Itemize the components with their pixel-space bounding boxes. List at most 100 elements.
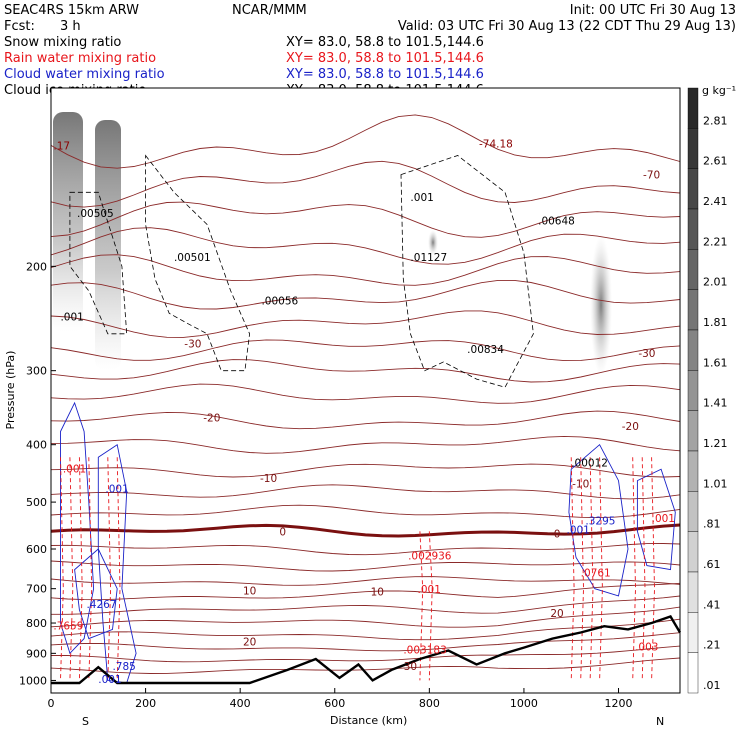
snow-shading	[53, 112, 612, 375]
plume-east	[590, 235, 612, 375]
y-tick-label-1: 300	[26, 365, 47, 378]
x-tick-label-1: 200	[135, 697, 156, 710]
temperature-label-6: -10	[572, 478, 589, 490]
south-endpoint: S	[82, 715, 89, 728]
cloud-water-contour-4	[636, 468, 676, 571]
isotherm-3	[50, 227, 681, 265]
annotations: .17 -74.18 .00505 .00501 .001 .00056 .001 .0112…	[53, 138, 675, 686]
cloud-water-contour-1	[97, 443, 137, 684]
colorbar-swatch-4	[687, 249, 699, 290]
y-tick-label-5: 700	[26, 583, 47, 596]
isotherm-12	[50, 463, 681, 478]
rain-contour-14	[651, 457, 655, 681]
temperature-label-2: -30	[638, 348, 655, 360]
temperature-labels: -70 -30 -30 -20 -20 -10 -10 0 0 10 10 20 20 30	[184, 170, 660, 673]
colorbar-swatch-8	[687, 410, 699, 452]
colorbar-swatch-3	[687, 208, 699, 250]
temperature-label-9: 10	[243, 586, 256, 598]
annotation-12: .001	[105, 484, 128, 496]
colorbar-label-1: 2.61	[703, 155, 728, 168]
rain-contour-8	[570, 457, 575, 681]
isotherm-6	[50, 310, 681, 338]
colorbar-swatch-1	[687, 128, 699, 169]
terrain	[51, 615, 682, 685]
colorbar-swatch-6	[687, 329, 699, 371]
annotation-10: .00012	[571, 457, 608, 469]
colorbar-swatch-7	[687, 370, 699, 411]
rain-contour-1	[69, 457, 74, 681]
annotation-14: .001	[566, 525, 589, 537]
colorbar-label-8: 1.21	[703, 437, 728, 450]
colorbar-label-5: 1.81	[703, 316, 728, 329]
temperature-label-11: 20	[243, 637, 256, 649]
valid-time: Valid: 03 UTC Fri 30 Aug 13 (22 CDT Thu …	[398, 19, 736, 34]
colorbar-label-7: 1.41	[703, 397, 728, 410]
colorbar-swatch-12	[687, 571, 699, 613]
temperature-label-8: 0	[554, 529, 561, 541]
org-label: NCAR/MMM	[232, 3, 307, 18]
temperature-label-13: 30	[404, 661, 417, 673]
temperature-label-10: 10	[371, 587, 384, 599]
cloud-water-contour-0	[60, 401, 95, 655]
annotation-13: .3295	[585, 515, 615, 527]
isotherm-23	[50, 632, 681, 652]
cloud-water-contour-3	[568, 443, 629, 597]
rain-contour-11	[599, 457, 603, 681]
y-axis-label: Pressure (hPa)	[4, 351, 17, 430]
y-tick-label-3: 500	[26, 496, 47, 509]
annotation-21: .003183	[403, 644, 446, 656]
colorbar-label-3: 2.21	[703, 235, 728, 248]
annotation-4: .001	[60, 312, 83, 324]
rain-contour-12	[632, 457, 636, 681]
isotherm-0	[50, 114, 681, 169]
rain-contour-10	[589, 457, 594, 681]
ice-contour-2	[400, 155, 534, 388]
colorbar-swatch-14	[687, 652, 699, 694]
terrain-line	[51, 615, 682, 685]
field-xy-cloud-water: XY= 83.0, 58.8 to 101.5,144.6	[286, 67, 484, 82]
isotherm-21	[50, 606, 681, 628]
cloud-water-contours	[60, 401, 676, 684]
temperature-label-7: 0	[279, 526, 286, 538]
temperature-label-12: 20	[550, 608, 563, 620]
colorbar-label-9: 1.01	[703, 477, 728, 490]
isotherm-13	[50, 484, 681, 500]
y-tick-label-8: 1000	[19, 674, 47, 687]
annotation-7: .01127	[410, 252, 447, 264]
colorbar-label-12: .41	[703, 598, 721, 611]
annotation-5: .00056	[261, 296, 298, 308]
cloud-water-contour-2	[74, 548, 118, 640]
isotherm-17	[50, 560, 681, 572]
annotation-15: .001	[652, 513, 675, 525]
temperature-label-4: -20	[622, 421, 639, 433]
isotherm-24	[51, 645, 681, 663]
isotherm-22	[50, 618, 681, 641]
annotation-18: .0761	[581, 568, 611, 580]
axes: 0 200 400 600 800 1000 12002003004005006007008…	[19, 260, 633, 710]
temperature-label-0: -70	[643, 170, 660, 182]
isotherm-10	[50, 410, 681, 430]
rain-contour-0	[60, 457, 64, 681]
y-tick-label-0: 200	[26, 260, 47, 273]
annotation-1: -74.18	[479, 138, 513, 150]
colorbar-label-14: .01	[703, 679, 721, 692]
annotation-17: .001	[418, 584, 441, 596]
x-tick-label-3: 600	[324, 697, 345, 710]
isotherm-1	[50, 160, 681, 208]
plume-west-1	[53, 112, 83, 332]
plume-center	[428, 230, 438, 255]
north-endpoint: N	[656, 715, 664, 728]
rain-contour-2	[78, 457, 83, 681]
annotation-2: .00505	[77, 208, 114, 220]
colorbar: 2.81 2.61 2.41 2.21 2.01 1.81 1.61 1.41 1.21 1.01…	[687, 87, 728, 694]
isotherm-4	[50, 254, 681, 286]
isotherm-2	[50, 201, 681, 238]
isotherm-7	[50, 339, 681, 362]
colorbar-label-11: .61	[703, 558, 721, 571]
annotation-11: .001	[63, 464, 86, 476]
annotation-19: .4267	[86, 599, 116, 611]
temperature-contours	[50, 114, 681, 674]
isotherm-11	[50, 435, 681, 454]
rain-contour-3	[88, 457, 93, 681]
colorbar-swatch-2	[687, 168, 699, 210]
